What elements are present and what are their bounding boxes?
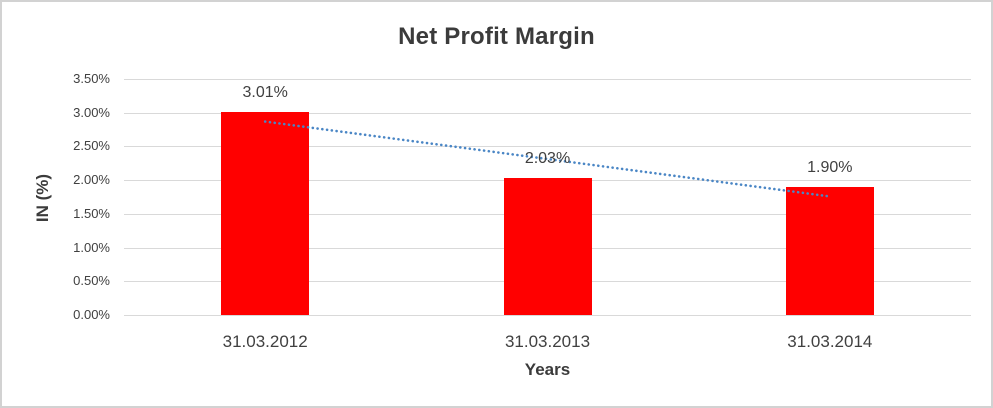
trendline [263, 120, 832, 198]
x-tick-label: 31.03.2013 [504, 332, 591, 351]
y-tick-label: 1.50% [73, 205, 110, 221]
gridline [124, 315, 971, 316]
bar-value-label: 3.01% [242, 84, 288, 102]
bar-value-label: 2.03% [524, 150, 571, 168]
x-axis-title: Years [524, 360, 571, 379]
trendline-path [263, 120, 832, 198]
y-tick-label: 0.00% [73, 307, 110, 322]
y-tick-label: 3.50% [73, 71, 110, 86]
y-tick-label: 1.00% [73, 239, 110, 255]
bar-value-label: 1.90% [807, 158, 853, 176]
y-tick-label: 2.00% [73, 172, 110, 188]
y-tick-label: 3.00% [73, 104, 110, 120]
x-tick-label: 31.03.2012 [222, 332, 308, 351]
gridline [124, 112, 971, 114]
x-tick-label: 31.03.2014 [787, 332, 873, 351]
gridline [124, 79, 971, 80]
plot-area [124, 79, 971, 316]
chart-title: Net Profit Margin [398, 23, 595, 50]
bar [503, 178, 592, 315]
bar [785, 186, 874, 315]
y-tick-label: 2.50% [73, 138, 110, 154]
gridline [124, 146, 971, 148]
bar [221, 112, 310, 315]
y-tick-label: 0.50% [73, 273, 110, 289]
